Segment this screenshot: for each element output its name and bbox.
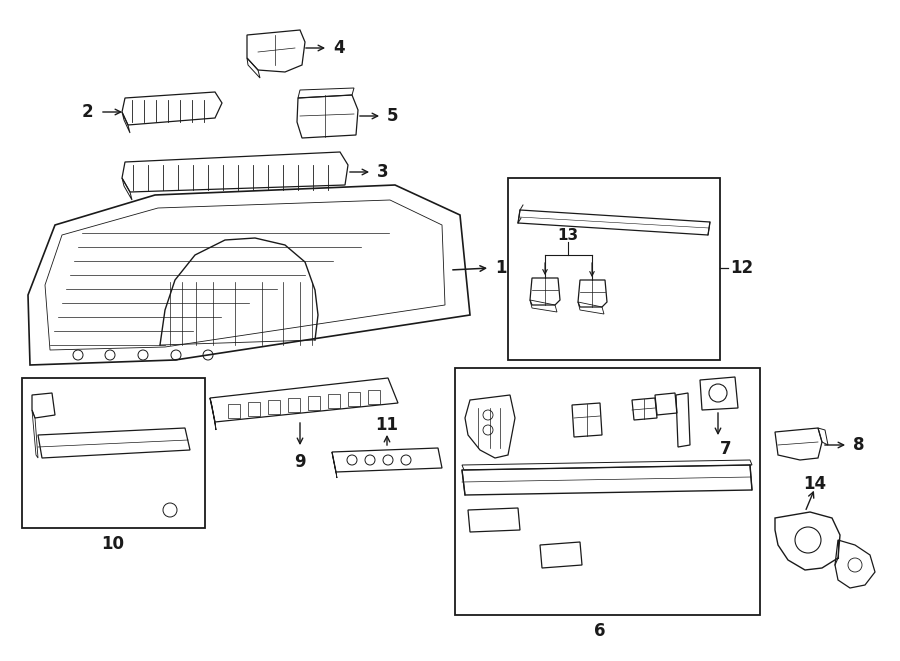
Bar — [248, 402, 260, 416]
Text: 10: 10 — [102, 535, 124, 553]
Text: 1: 1 — [495, 259, 507, 277]
Bar — [268, 400, 280, 414]
Text: 5: 5 — [387, 107, 399, 125]
Bar — [508, 178, 720, 360]
Text: 11: 11 — [375, 416, 399, 434]
Text: 13: 13 — [557, 228, 579, 243]
Text: 14: 14 — [804, 475, 826, 493]
Bar — [368, 390, 380, 404]
Text: 4: 4 — [333, 39, 345, 57]
Text: 6: 6 — [594, 622, 606, 640]
Text: 3: 3 — [377, 163, 389, 181]
Text: 8: 8 — [853, 436, 865, 454]
Bar — [455, 368, 760, 615]
Bar — [308, 396, 320, 410]
Bar — [348, 392, 360, 406]
Text: 9: 9 — [294, 453, 306, 471]
Bar — [288, 398, 300, 412]
Text: 12: 12 — [730, 259, 753, 277]
Bar — [228, 404, 240, 418]
Text: 7: 7 — [720, 440, 732, 458]
Bar — [22, 378, 205, 528]
Bar — [328, 394, 340, 408]
Text: 2: 2 — [81, 103, 93, 121]
